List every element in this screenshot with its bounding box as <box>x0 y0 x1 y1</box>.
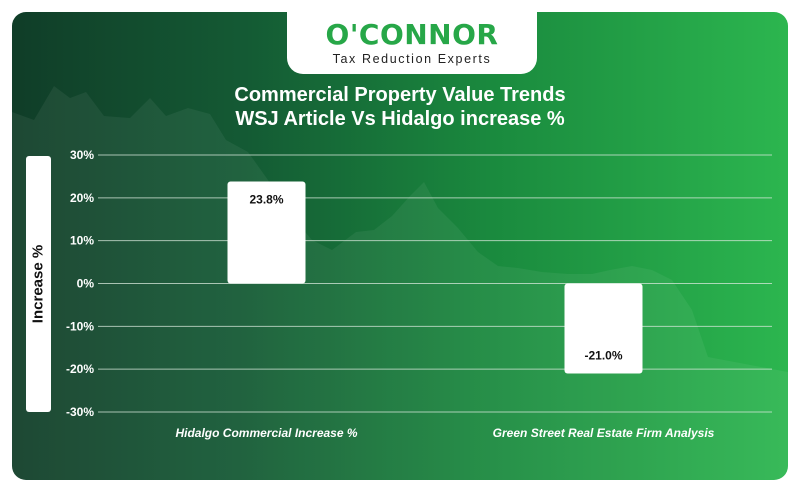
brand-logo: O'CONNOR Tax Reduction Experts <box>287 12 537 74</box>
y-tick-label: -20% <box>66 362 94 376</box>
bar <box>564 283 643 374</box>
chart-subtitle: WSJ Article Vs Hidalgo increase % <box>235 108 565 130</box>
y-tick-label: 20% <box>70 191 94 205</box>
brand-tagline: Tax Reduction Experts <box>332 52 492 66</box>
brand-wordmark: O'CONNOR <box>325 18 499 51</box>
bar <box>227 181 306 284</box>
y-tick-label: 0% <box>77 277 95 291</box>
y-tick-label: 30% <box>70 148 94 162</box>
data-label: -21.0% <box>584 348 622 362</box>
x-category-label: Hidalgo Commercial Increase % <box>175 426 357 440</box>
y-tick-label: -10% <box>66 319 94 333</box>
y-axis-label-box <box>26 156 51 412</box>
chart-title: Commercial Property Value Trends <box>234 84 566 106</box>
y-tick-label: 10% <box>70 234 94 248</box>
data-label: 23.8% <box>249 193 283 207</box>
y-tick-label: -30% <box>66 405 94 419</box>
x-category-label: Green Street Real Estate Firm Analysis <box>493 426 715 440</box>
